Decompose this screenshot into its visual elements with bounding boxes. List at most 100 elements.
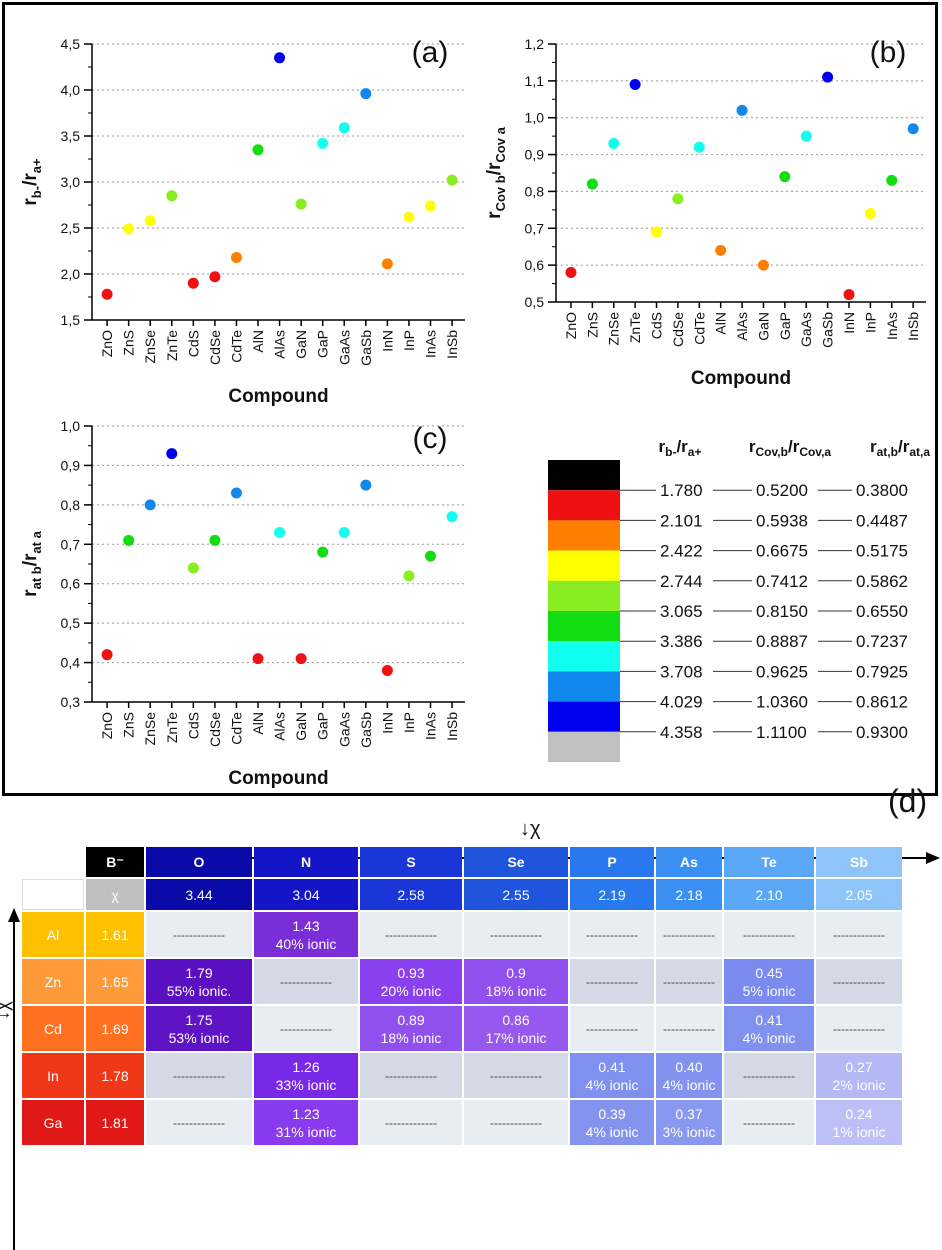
legend-swatch bbox=[548, 580, 620, 611]
legend-value-b: 0.8150 bbox=[756, 602, 808, 621]
legend-value-b: 1.1100 bbox=[756, 723, 807, 742]
data-point-gap bbox=[317, 137, 329, 149]
cell-in-s: ------------- bbox=[360, 1053, 462, 1098]
x-tick-label: ZnO bbox=[99, 712, 115, 739]
cell-ga-n: 1.23 31% ionic bbox=[254, 1100, 358, 1145]
legend-swatch bbox=[548, 550, 620, 581]
anion-chi-se: 2.55 bbox=[464, 879, 568, 910]
data-point-inp bbox=[403, 570, 415, 582]
left-axis-arrow bbox=[8, 908, 20, 1250]
cell-zn-p: ------------- bbox=[570, 959, 654, 1004]
cell-value: 0.24 bbox=[845, 1105, 873, 1122]
cell-cd-o: 1.75 53% ionic bbox=[146, 1006, 252, 1051]
legend-value-c: 0.5862 bbox=[856, 572, 908, 591]
data-point-inas bbox=[425, 550, 437, 562]
legend-value-a: 2.101 bbox=[660, 511, 703, 530]
legend-swatch bbox=[548, 671, 620, 702]
x-tick-label: GaN bbox=[293, 712, 309, 741]
x-tick-label: InAs bbox=[423, 712, 439, 740]
cell-cd-n: ------------- bbox=[254, 1006, 358, 1051]
cell-ionicity: 4% ionic bbox=[662, 1076, 716, 1093]
y-tick-label: 0,9 bbox=[61, 457, 81, 473]
left-axis-label: ↓χ bbox=[0, 1001, 13, 1020]
cell-cd-s: 0.89 18% ionic bbox=[360, 1006, 462, 1051]
y-tick-label: 0,7 bbox=[525, 220, 545, 236]
data-point-cds bbox=[187, 277, 199, 289]
data-point-aln bbox=[252, 144, 264, 156]
data-point-inn bbox=[381, 664, 393, 676]
anion-chi-as: 2.18 bbox=[656, 879, 722, 910]
cell-cd-sb: ------------- bbox=[816, 1006, 902, 1051]
cell-zn-sb: ------------- bbox=[816, 959, 902, 1004]
y-tick-label: 1,2 bbox=[525, 36, 545, 52]
legend-value-a: 4.358 bbox=[660, 723, 703, 742]
legend-value-c: 0.3800 bbox=[856, 481, 908, 500]
data-point-gasb bbox=[360, 88, 372, 100]
data-point-gap bbox=[779, 171, 791, 183]
data-point-cdse bbox=[672, 193, 684, 205]
y-tick-label: 2,5 bbox=[61, 220, 81, 236]
x-tick-label: GaAs bbox=[336, 330, 352, 365]
y-tick-label: 0,6 bbox=[61, 576, 81, 592]
legend-header: rb-/ra+ bbox=[659, 437, 702, 459]
y-tick-label: 1,0 bbox=[61, 418, 81, 434]
cell-value: 0.9 bbox=[506, 964, 526, 981]
y-axis-label: rCov b/rCov a bbox=[484, 126, 508, 218]
anion-header-se: Se bbox=[464, 847, 568, 877]
x-tick-label: ZnSe bbox=[142, 330, 158, 364]
x-tick-label: AlAs bbox=[734, 312, 750, 341]
x-tick-label: CdSe bbox=[207, 712, 223, 747]
data-point-cdse bbox=[209, 271, 221, 283]
legend-value-c: 0.8612 bbox=[856, 693, 908, 712]
top-axis-label: ↓χ bbox=[520, 818, 541, 840]
data-point-gaas bbox=[338, 526, 350, 538]
anion-chi-o: 3.44 bbox=[146, 879, 252, 910]
cell-al-s: ------------- bbox=[360, 912, 462, 957]
anion-chi-s: 2.58 bbox=[360, 879, 462, 910]
cell-ionicity: 17% ionic bbox=[485, 1029, 547, 1046]
x-tick-label: InP bbox=[862, 312, 878, 333]
cell-zn-o: 1.79 55% ionic. bbox=[146, 959, 252, 1004]
data-point-gasb bbox=[822, 71, 834, 83]
y-tick-label: 1,1 bbox=[525, 73, 545, 89]
cell-in-se: ------------- bbox=[464, 1053, 568, 1098]
cell-in-n: 1.26 33% ionic bbox=[254, 1053, 358, 1098]
panel-label: (c) bbox=[413, 422, 448, 455]
y-tick-label: 0,4 bbox=[61, 655, 81, 671]
data-point-znse bbox=[608, 138, 620, 150]
x-tick-label: GaSb bbox=[820, 312, 836, 348]
x-tick-label: GaAs bbox=[798, 312, 814, 347]
y-tick-label: 0,7 bbox=[61, 536, 81, 552]
cell-value: 0.45 bbox=[755, 964, 783, 981]
data-point-cdte bbox=[230, 251, 242, 263]
data-point-zno bbox=[565, 267, 577, 279]
cell-zn-as: ------------- bbox=[656, 959, 722, 1004]
data-point-cdse bbox=[209, 534, 221, 546]
data-point-znte bbox=[166, 448, 178, 460]
cell-cd-p: ------------- bbox=[570, 1006, 654, 1051]
cell-ionicity: 33% ionic bbox=[275, 1076, 337, 1093]
legend-value-c: 0.5175 bbox=[856, 542, 908, 561]
x-tick-label: AlN bbox=[250, 330, 266, 353]
cell-ionicity: 1% ionic bbox=[832, 1123, 886, 1140]
cell-al-te: ------------- bbox=[724, 912, 814, 957]
x-tick-label: ZnO bbox=[563, 312, 579, 339]
cell-al-n: 1.43 40% ionic bbox=[254, 912, 358, 957]
anion-header-s: S bbox=[360, 847, 462, 877]
cell-ionicity: 20% ionic bbox=[380, 982, 442, 999]
x-tick-label: InSb bbox=[444, 712, 460, 741]
y-tick-label: 1,5 bbox=[61, 312, 81, 328]
x-tick-label: AlAs bbox=[272, 712, 288, 741]
y-tick-label: 0,5 bbox=[525, 294, 545, 310]
data-point-cdte bbox=[230, 487, 242, 499]
cell-value: 0.41 bbox=[755, 1011, 783, 1028]
data-point-inp bbox=[403, 211, 415, 223]
legend-value-b: 0.9625 bbox=[756, 662, 808, 681]
color-legend: rb-/ra+ rCov,b/rCov,a rat,b/rat,a 1.780 0.52… bbox=[548, 437, 930, 762]
cell-value: 1.26 bbox=[292, 1058, 320, 1075]
legend-value-b: 0.5938 bbox=[756, 511, 808, 530]
data-point-aln bbox=[715, 244, 727, 256]
cell-value: 1.79 bbox=[185, 964, 213, 981]
cell-zn-te: 0.45 5% ionic bbox=[724, 959, 814, 1004]
cell-ga-as: 0.37 3% ionic bbox=[656, 1100, 722, 1145]
